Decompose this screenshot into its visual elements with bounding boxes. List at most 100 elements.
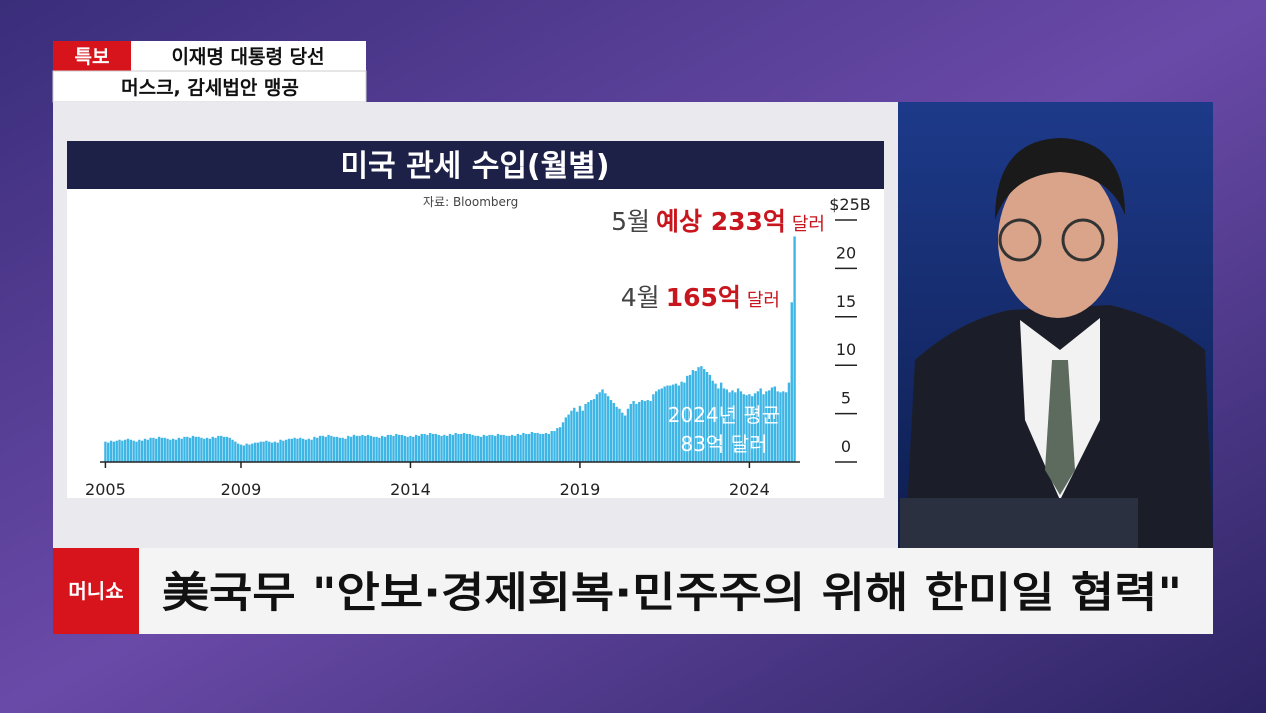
bar: [474, 435, 477, 462]
bar: [172, 438, 175, 462]
bar: [482, 434, 486, 462]
bar: [705, 371, 709, 462]
annotation: 2024년 평균: [668, 403, 780, 427]
bar: [553, 431, 556, 462]
bar: [734, 392, 737, 462]
plot: 0 5 10 15 20 $25B 2005 2009 2014 2019 2024: [85, 195, 871, 499]
bar: [307, 438, 310, 462]
bar: [434, 433, 438, 462]
bar: [211, 436, 214, 462]
bar: [324, 436, 327, 462]
bar: [533, 432, 536, 462]
headline-bar: [53, 548, 1213, 634]
bar: [112, 441, 116, 462]
bar: [561, 422, 565, 462]
bar: [293, 437, 296, 462]
bar: [282, 440, 285, 462]
bar: [522, 432, 525, 462]
bar: [739, 391, 743, 462]
bar: [502, 434, 505, 462]
bar: [731, 390, 734, 462]
bar: [451, 434, 455, 462]
bar: [573, 407, 576, 462]
bar: [592, 399, 596, 462]
bar: [109, 440, 113, 462]
hair: [995, 138, 1125, 220]
bar: [462, 432, 466, 462]
bar: [121, 440, 124, 462]
bar: [420, 433, 423, 462]
bar: [700, 366, 703, 462]
bar: [660, 388, 664, 462]
bar: [556, 428, 559, 462]
bar: [666, 385, 669, 462]
bar: [248, 444, 251, 462]
bar: [231, 439, 234, 462]
x-tick-label: 2024: [729, 480, 770, 499]
bar: [115, 440, 118, 462]
bar: [784, 392, 788, 462]
bar: [392, 435, 395, 462]
bar: [239, 444, 243, 462]
bar: [677, 385, 680, 462]
bar: [146, 439, 149, 462]
bar: [194, 436, 197, 462]
y-tick-label: 15: [836, 292, 856, 311]
bar: [621, 412, 624, 462]
bar: [191, 435, 195, 462]
bar: [364, 435, 367, 462]
bar: [140, 440, 144, 462]
bar: [259, 441, 262, 462]
bar: [711, 380, 714, 462]
bar: [409, 435, 412, 462]
bar: [570, 410, 573, 462]
bar: [612, 402, 616, 462]
bar: [643, 401, 647, 462]
bar: [107, 442, 110, 462]
bar: [417, 435, 421, 462]
bar: [183, 436, 186, 462]
bar: [132, 440, 135, 462]
bar: [471, 434, 474, 462]
bar: [669, 385, 672, 462]
bar: [118, 439, 121, 462]
bar: [174, 439, 178, 462]
bar: [448, 433, 452, 462]
annotation-part: 165억: [666, 283, 741, 312]
bar: [491, 434, 494, 462]
bar: [590, 400, 593, 462]
bar: [301, 438, 305, 462]
bar: [268, 441, 271, 462]
badge-box: [53, 41, 131, 71]
bar: [214, 437, 217, 462]
bar: [527, 433, 531, 462]
y-tick-label: 0: [841, 437, 851, 456]
bar: [655, 391, 658, 462]
bar: [287, 438, 291, 462]
bar: [652, 394, 655, 462]
bar: [338, 437, 342, 462]
bar: [366, 434, 370, 462]
bar: [626, 408, 630, 462]
bar: [748, 394, 751, 462]
bar: [225, 436, 229, 462]
bar: [397, 434, 401, 462]
bar: [542, 433, 545, 462]
bar: [152, 437, 155, 462]
bar: [333, 436, 336, 462]
badge: 특보: [75, 46, 110, 68]
bar: [205, 437, 209, 462]
bar: [200, 437, 203, 462]
bar: [352, 434, 356, 462]
bar: [245, 443, 248, 462]
bar: [759, 388, 762, 462]
x-tick-label: 2014: [390, 480, 431, 499]
bar: [460, 433, 463, 462]
bar: [525, 433, 528, 462]
bar: [443, 434, 446, 462]
bar: [584, 403, 587, 462]
bar: [123, 439, 127, 462]
bar: [197, 436, 200, 462]
bar: [601, 389, 604, 462]
